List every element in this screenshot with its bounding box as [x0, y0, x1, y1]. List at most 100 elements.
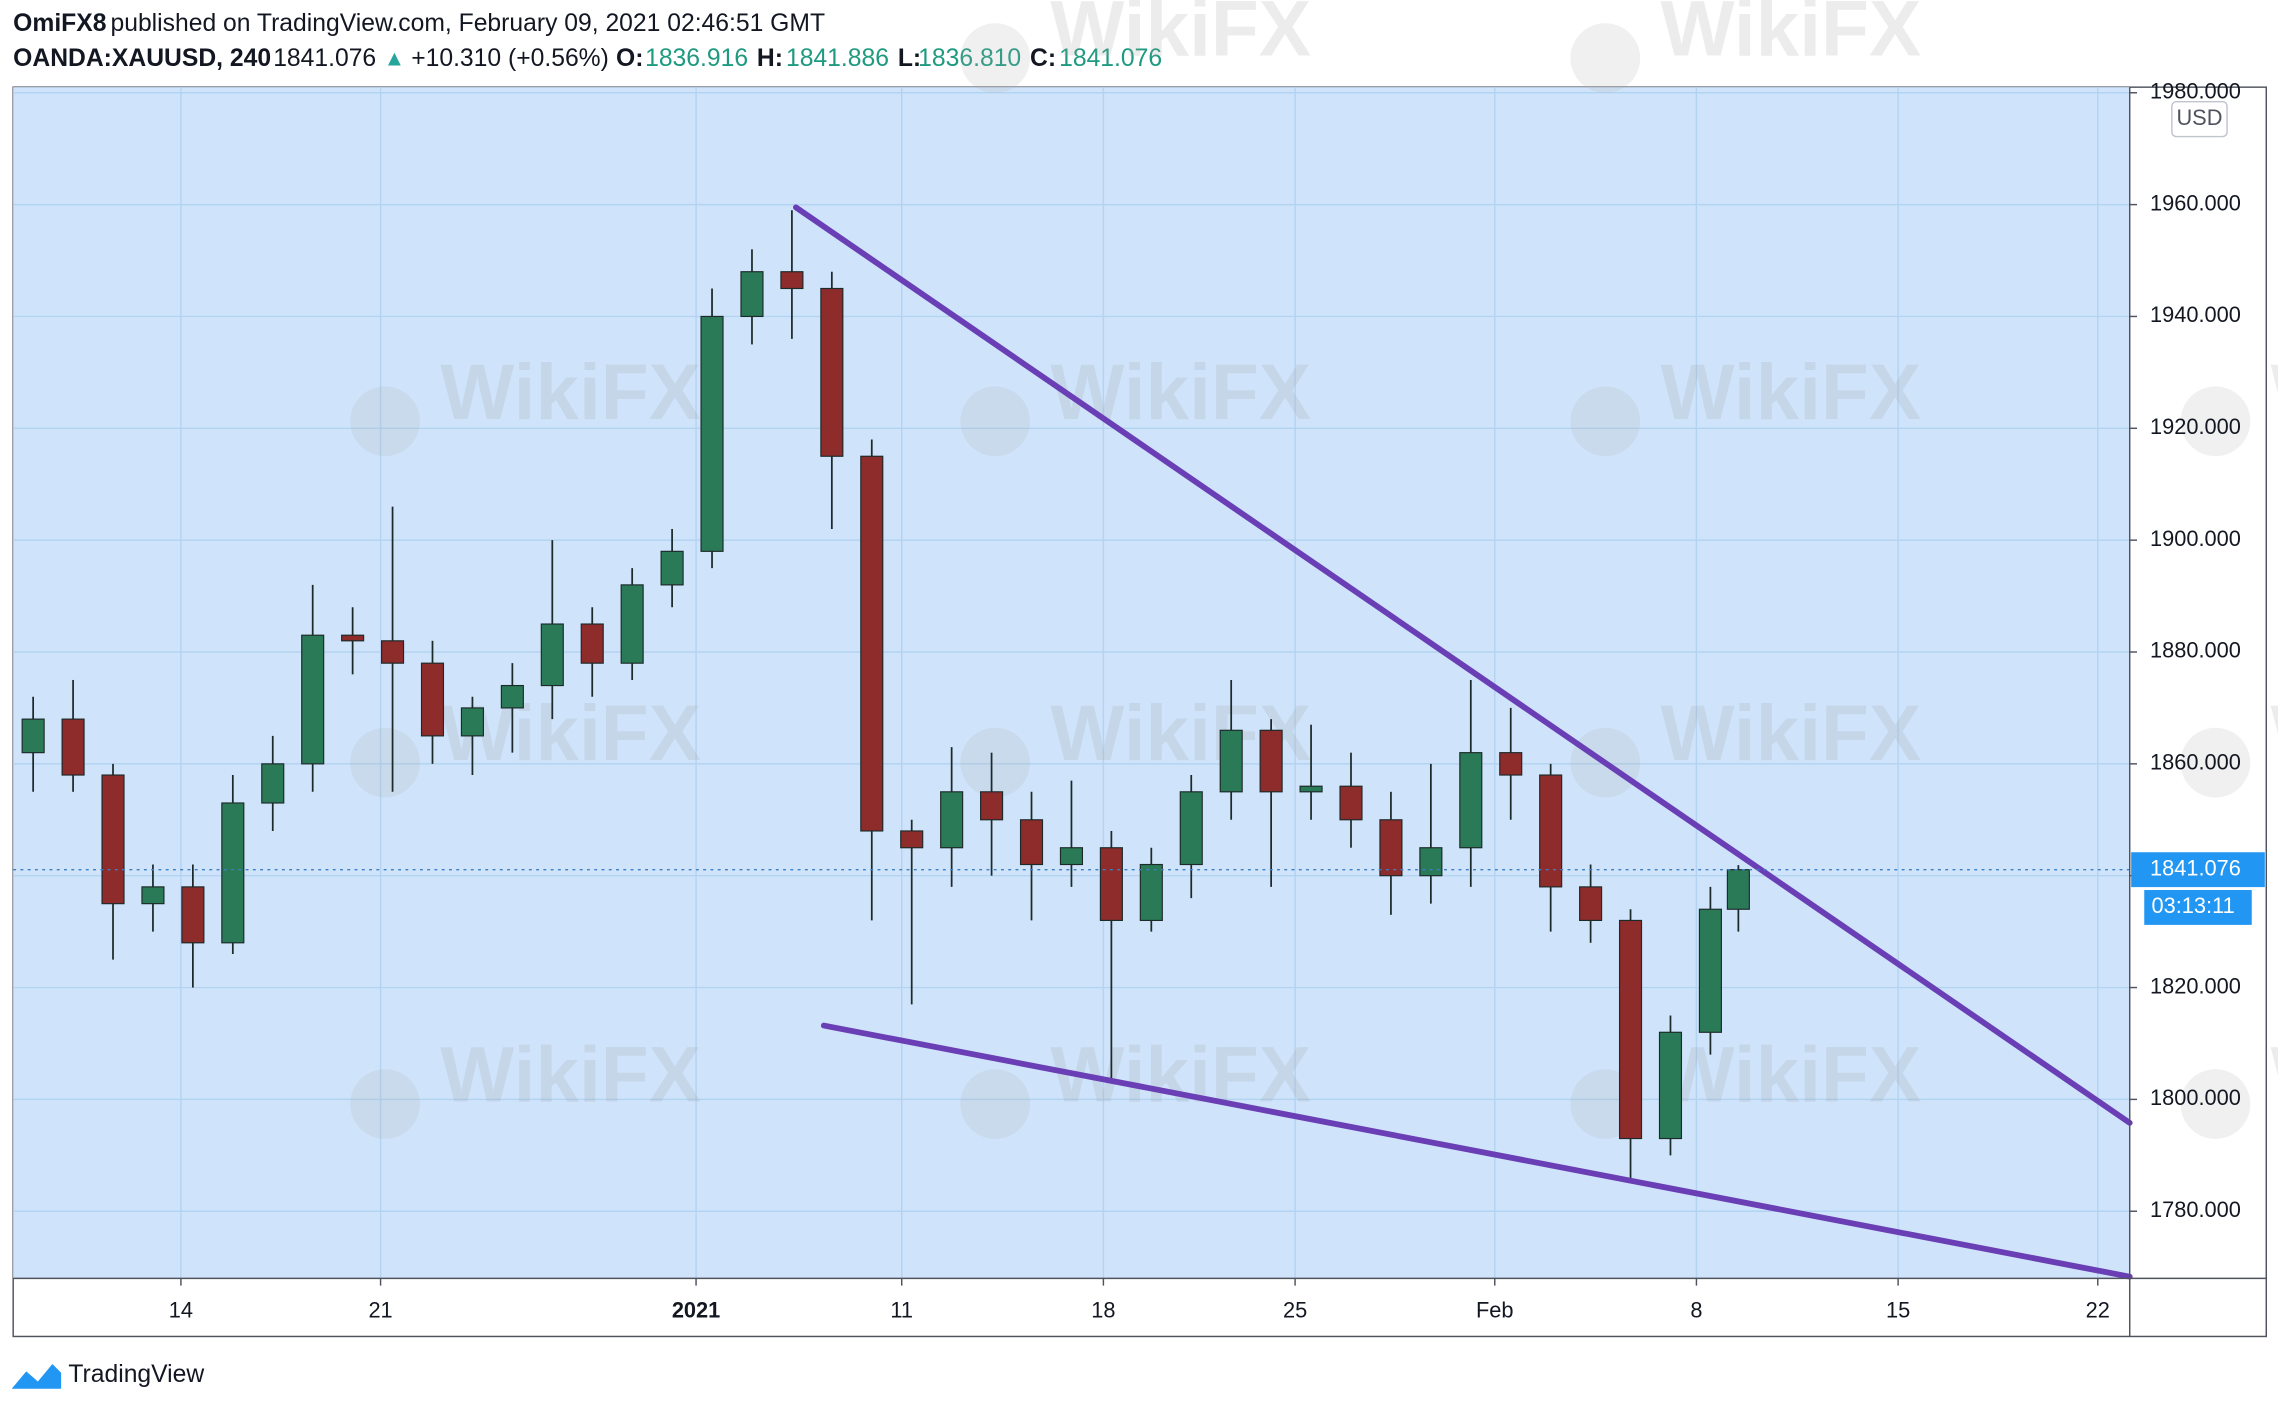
plot-area	[13, 87, 2130, 1279]
candle-body	[380, 640, 405, 664]
y-tick-label: 1800.000	[2150, 1085, 2241, 1110]
x-tick-label: 14	[169, 1298, 193, 1323]
candle-body	[1419, 847, 1443, 877]
y-tick-label: 1860.000	[2150, 750, 2241, 775]
candle-body	[1179, 791, 1203, 866]
watermark-icon	[350, 1069, 420, 1139]
close-label: C:	[1030, 45, 1056, 72]
countdown: 03:13:11	[2152, 893, 2235, 918]
watermark-icon	[2180, 386, 2251, 457]
open-label: O:	[616, 45, 643, 72]
last-price-label: 1841.076	[2150, 855, 2241, 880]
candle-body	[1019, 819, 1044, 866]
candle-body	[301, 634, 325, 765]
candle-body	[1698, 908, 1722, 1033]
candle-body	[700, 315, 724, 552]
watermark-icon	[960, 386, 1031, 457]
trendline	[792, 204, 2133, 1126]
candle-body	[61, 718, 85, 776]
candle-body	[1379, 819, 1403, 877]
candle-body	[1459, 752, 1483, 849]
x-tick-label: 21	[368, 1298, 392, 1323]
candle-body	[1618, 919, 1643, 1140]
publisher: OmiFX8	[13, 10, 106, 37]
y-tick-label: 1820.000	[2150, 973, 2241, 998]
candle-body	[101, 774, 125, 905]
brand-icon	[11, 1364, 62, 1389]
watermark-icon	[2180, 727, 2251, 798]
candle-body	[980, 791, 1004, 821]
change: +10.310 (+0.56%)	[411, 45, 609, 72]
close-value: 1841.076	[1059, 45, 1162, 72]
candle-body	[420, 662, 445, 737]
x-tick-label: 15	[1886, 1298, 1910, 1323]
candle-body	[540, 623, 564, 687]
candle-body	[181, 886, 205, 944]
currency-box	[2171, 100, 2228, 138]
y-tick-label: 1900.000	[2150, 526, 2241, 551]
candle-body	[900, 830, 924, 849]
published-info: published on TradingView.com, February 0…	[111, 10, 826, 37]
candle-body	[1658, 1031, 1683, 1140]
candle-body	[1139, 863, 1163, 922]
x-tick-label: 25	[1283, 1298, 1307, 1323]
brand: TradingView	[68, 1361, 204, 1388]
y-tick-label: 1960.000	[2150, 190, 2241, 215]
watermark-icon	[350, 727, 420, 798]
x-tick-label: 11	[890, 1298, 913, 1323]
watermark-icon	[960, 23, 1031, 93]
watermark: WikiFX	[1050, 1031, 1311, 1119]
y-tick-label: 1880.000	[2150, 638, 2241, 663]
candle-body	[1579, 886, 1603, 922]
watermark-icon	[2180, 1069, 2251, 1139]
y-tick-label: 1980.000	[2150, 79, 2241, 104]
watermark: WikiFX	[1661, 1031, 1922, 1119]
candle-body	[261, 763, 285, 804]
y-tick-label: 1780.000	[2150, 1197, 2241, 1222]
countdown-box	[2144, 890, 2252, 925]
x-tick-label: Feb	[1476, 1298, 1514, 1323]
watermark: WikiFX	[1661, 689, 1922, 777]
x-tick-label: 22	[2086, 1298, 2110, 1323]
watermark: WikiFX	[2271, 348, 2278, 436]
candle-body	[1259, 729, 1283, 793]
candle-body	[580, 623, 604, 664]
candle-body	[940, 791, 964, 849]
candle-body	[1726, 869, 1750, 910]
candle-body	[1059, 847, 1084, 866]
x-tick-label: 8	[1690, 1298, 1702, 1323]
candle-body	[21, 718, 45, 754]
candle-body	[1499, 752, 1523, 776]
x-tick-label: 18	[1091, 1298, 1115, 1323]
trendline	[820, 1022, 2133, 1280]
candle-body	[460, 707, 484, 737]
currency: USD	[2176, 105, 2222, 130]
low-value: 1836.810	[918, 45, 1021, 72]
symbol: OANDA:XAUUSD, 240	[13, 45, 271, 72]
watermark-icon	[960, 727, 1031, 798]
open-value: 1836.916	[645, 45, 748, 72]
candle-body	[1299, 785, 1323, 793]
y-tick-label: 1940.000	[2150, 302, 2241, 327]
watermark-icon	[1570, 23, 1641, 93]
candle-body	[620, 584, 644, 664]
candle-body	[1339, 785, 1363, 821]
candle-body	[1099, 847, 1123, 922]
candle-body	[1219, 729, 1243, 793]
last-price-box	[2131, 852, 2265, 888]
watermark: WikiFX	[1661, 0, 1922, 73]
high-value: 1841.886	[786, 45, 889, 72]
y-tick-label: 1920.000	[2150, 414, 2241, 439]
watermark-icon	[350, 386, 420, 457]
x-tick-label: 2021	[672, 1298, 720, 1323]
low-label: L:	[898, 45, 921, 72]
watermark: WikiFX	[2271, 689, 2278, 777]
watermark-icon	[960, 1069, 1031, 1139]
candle-body	[860, 455, 884, 832]
watermark: WikiFX	[1050, 348, 1311, 436]
candle-body	[780, 271, 804, 290]
last-value: 1841.076	[273, 45, 376, 72]
watermark: WikiFX	[1050, 0, 1311, 73]
